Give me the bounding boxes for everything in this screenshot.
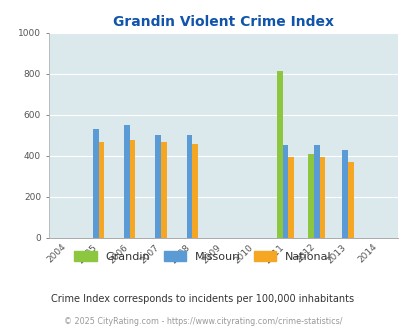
Bar xyxy=(313,145,319,238)
Text: Crime Index corresponds to incidents per 100,000 inhabitants: Crime Index corresponds to incidents per… xyxy=(51,294,354,304)
Bar xyxy=(98,142,104,238)
Title: Grandin Violent Crime Index: Grandin Violent Crime Index xyxy=(113,15,333,29)
Bar xyxy=(288,157,293,238)
Bar xyxy=(130,141,135,238)
Legend: Grandin, Missouri, National: Grandin, Missouri, National xyxy=(70,247,335,267)
Bar xyxy=(186,135,192,238)
Bar xyxy=(160,142,166,238)
Bar xyxy=(155,135,160,238)
Bar xyxy=(93,129,98,238)
Bar xyxy=(277,71,282,238)
Bar xyxy=(308,154,313,238)
Bar xyxy=(319,157,324,238)
Bar xyxy=(347,162,353,238)
Bar xyxy=(124,125,130,238)
Bar xyxy=(192,144,197,238)
Text: © 2025 CityRating.com - https://www.cityrating.com/crime-statistics/: © 2025 CityRating.com - https://www.city… xyxy=(64,317,341,326)
Bar xyxy=(341,150,347,238)
Bar xyxy=(282,145,288,238)
